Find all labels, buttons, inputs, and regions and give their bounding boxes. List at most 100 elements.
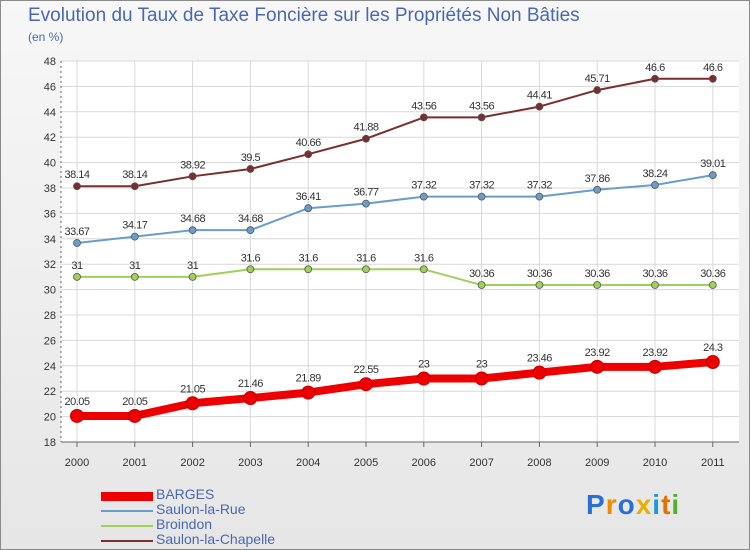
data-point-saulon-la-chapelle: [477, 113, 486, 122]
data-point-saulon-la-chapelle: [130, 182, 139, 191]
data-label-saulon-la-rue: 36.41: [296, 191, 321, 203]
data-label-broindon: 30.36: [585, 268, 610, 280]
data-point-broindon: [477, 281, 486, 289]
legend-label: Saulon-la-Rue: [156, 501, 246, 517]
data-label-saulon-la-chapelle: 41.88: [353, 122, 378, 134]
y-tick-label: 26: [44, 335, 56, 347]
data-point-broindon: [593, 281, 602, 289]
data-point-barges: [127, 408, 142, 423]
x-tick-label: 2011: [701, 457, 725, 469]
data-point-saulon-la-rue: [593, 185, 602, 194]
data-point-broindon: [246, 265, 255, 274]
data-point-saulon-la-rue: [419, 192, 428, 201]
data-label-saulon-la-rue: 37.86: [585, 173, 610, 185]
data-point-saulon-la-rue: [73, 239, 81, 247]
data-point-saulon-la-rue: [651, 181, 659, 189]
data-label-barges: 20.05: [64, 396, 89, 408]
y-tick-label: 22: [44, 386, 56, 398]
data-label-broindon: 31.6: [414, 252, 434, 264]
data-label-barges: 21.46: [238, 378, 263, 390]
data-label-saulon-la-chapelle: 46.6: [703, 62, 723, 74]
data-label-barges: 21.89: [296, 373, 321, 385]
data-label-saulon-la-chapelle: 43.56: [469, 100, 494, 112]
data-label-broindon: 30.36: [642, 268, 667, 280]
x-tick-label: 2002: [180, 457, 204, 469]
data-label-broindon: 31.6: [298, 252, 318, 264]
data-point-barges: [301, 385, 316, 400]
data-point-broindon: [708, 281, 717, 289]
y-tick-label: 24: [44, 361, 56, 373]
data-point-saulon-la-rue: [246, 226, 255, 235]
legend-label: Saulon-la-Chapelle: [156, 531, 276, 547]
data-label-saulon-la-chapelle: 38.92: [180, 159, 205, 171]
data-label-broindon: 31: [187, 260, 199, 272]
x-tick-label: 2007: [469, 457, 493, 469]
y-tick-label: 38: [44, 183, 56, 195]
series-line-saulon-la-rue: [76, 174, 713, 244]
brand-logo: Proxiti: [586, 489, 680, 521]
y-tick-label: 42: [44, 132, 56, 144]
series-line-barges: [77, 358, 714, 420]
data-label-saulon-la-chapelle: 38.14: [122, 169, 147, 181]
legend-label: Broindon: [156, 516, 213, 532]
data-point-saulon-la-rue: [535, 192, 544, 201]
y-tick-label: 18: [44, 437, 56, 449]
x-tick-label: 2003: [238, 457, 262, 469]
data-point-barges: [185, 396, 200, 411]
x-tick-label: 2005: [354, 457, 378, 469]
data-label-saulon-la-rue: 36.77: [353, 187, 378, 199]
data-point-saulon-la-rue: [188, 226, 197, 235]
y-tick-label: 36: [44, 208, 56, 220]
data-point-broindon: [419, 265, 428, 274]
data-label-broindon: 30.36: [527, 268, 552, 280]
data-label-broindon: 31: [71, 260, 83, 272]
data-point-broindon: [535, 281, 544, 289]
data-point-saulon-la-chapelle: [188, 172, 197, 181]
data-label-saulon-la-chapelle: 46.6: [645, 62, 665, 74]
brand-letter: i: [671, 489, 681, 520]
y-tick-label: 48: [44, 56, 56, 68]
chart-title: Evolution du Taux de Taxe Foncière sur l…: [28, 5, 580, 26]
data-point-broindon: [651, 281, 659, 289]
x-tick-label: 2000: [65, 457, 89, 469]
legend-label: BARGES: [156, 486, 215, 502]
data-label-saulon-la-rue: 37.32: [527, 180, 552, 192]
data-label-saulon-la-rue: 38.24: [642, 168, 667, 180]
data-point-saulon-la-chapelle: [362, 134, 370, 143]
data-point-barges: [648, 359, 662, 374]
brand-letter: x: [635, 489, 653, 520]
data-label-barges: 22.55: [353, 364, 378, 376]
legend-swatch: [101, 525, 153, 527]
data-label-barges: 23.92: [642, 347, 667, 359]
data-point-broindon: [130, 272, 139, 281]
data-label-broindon: 30.36: [469, 268, 494, 280]
data-label-saulon-la-rue: 39.01: [700, 158, 725, 170]
data-point-saulon-la-chapelle: [593, 86, 602, 94]
data-point-saulon-la-rue: [304, 204, 313, 213]
data-point-saulon-la-chapelle: [73, 182, 81, 191]
data-label-saulon-la-chapelle: 38.14: [64, 169, 89, 181]
x-tick-label: 2009: [585, 457, 609, 469]
data-label-broindon: 31.6: [356, 252, 376, 264]
y-tick-label: 40: [44, 158, 56, 170]
y-tick-label: 20: [44, 412, 56, 424]
y-tick-label: 44: [44, 107, 56, 119]
data-point-saulon-la-rue: [708, 171, 717, 180]
brand-letter: t: [661, 489, 672, 520]
data-point-broindon: [304, 265, 313, 274]
x-tick-label: 2001: [123, 457, 147, 469]
data-label-saulon-la-chapelle: 43.56: [411, 100, 436, 112]
brand-letter: r: [605, 489, 618, 520]
data-point-saulon-la-rue: [130, 232, 139, 241]
data-label-saulon-la-rue: 34.68: [180, 213, 205, 225]
data-label-barges: 23.92: [585, 347, 610, 359]
data-point-saulon-la-chapelle: [535, 102, 544, 111]
data-point-barges: [416, 371, 431, 386]
x-tick-label: 2010: [643, 457, 667, 469]
data-point-saulon-la-chapelle: [708, 74, 717, 83]
x-tick-label: 2008: [527, 457, 551, 469]
data-point-broindon: [188, 272, 197, 281]
data-point-saulon-la-chapelle: [304, 150, 313, 159]
brand-letter: i: [652, 489, 662, 520]
